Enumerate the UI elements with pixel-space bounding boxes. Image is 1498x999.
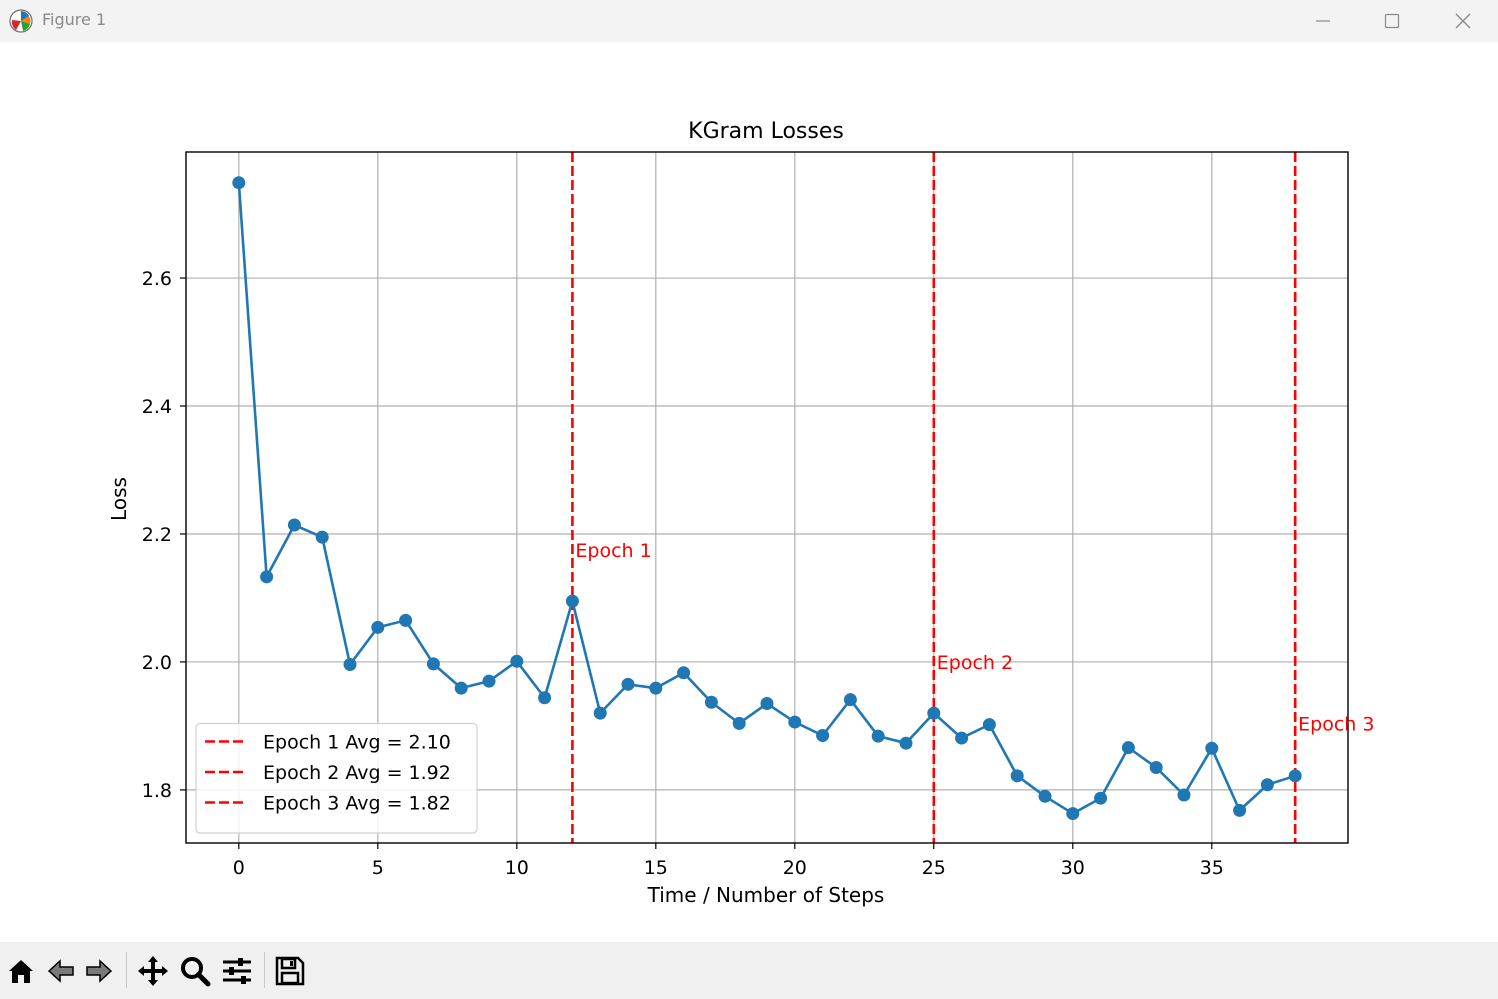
legend-entry: Epoch 2 Avg = 1.92 [263, 762, 451, 784]
loss-point [1205, 741, 1219, 755]
x-tick-label: 20 [783, 857, 807, 879]
loss-point [704, 695, 718, 709]
home-button[interactable] [2, 952, 40, 990]
loss-point [315, 530, 329, 544]
minimize-button[interactable] [1288, 0, 1358, 42]
close-button[interactable] [1428, 0, 1498, 42]
loss-point [565, 594, 579, 608]
x-axis-label: Time / Number of Steps [647, 883, 885, 907]
close-icon [1455, 13, 1471, 29]
loss-point [927, 706, 941, 720]
y-tick-label: 2.2 [142, 524, 172, 546]
loss-point [426, 657, 440, 671]
matplotlib-app-icon [9, 9, 33, 33]
loss-point [1177, 788, 1191, 802]
forward-arrow-icon [86, 959, 113, 983]
loss-point [232, 176, 246, 190]
save-button[interactable] [271, 952, 309, 990]
epoch-boundary-lines [571, 152, 1297, 843]
loss-point [1233, 803, 1247, 817]
x-tick-label: 10 [505, 857, 529, 879]
loss-point [677, 666, 691, 680]
loss-point [454, 681, 468, 695]
loss-line [237, 182, 1296, 815]
navigation-toolbar [0, 942, 1498, 999]
loss-point [538, 691, 552, 705]
loss-point [399, 613, 413, 627]
loss-point [621, 677, 635, 691]
loss-point [732, 716, 746, 730]
loss-point [1288, 769, 1302, 783]
loss-point [343, 657, 357, 671]
y-tick-label: 1.8 [142, 780, 172, 802]
loss-point [1066, 807, 1080, 821]
loss-point [982, 718, 996, 732]
home-icon [9, 960, 33, 983]
loss-point [816, 729, 830, 743]
y-tick-label: 2.4 [142, 396, 172, 418]
x-tick-label: 15 [644, 857, 668, 879]
y-axis-label: Loss [107, 477, 131, 521]
epoch-label: Epoch 2 [937, 652, 1013, 674]
window-titlebar: Figure 1 [0, 0, 1498, 42]
loss-point [760, 697, 774, 711]
loss-point [1149, 761, 1163, 775]
window-title: Figure 1 [42, 10, 107, 29]
x-tick-label: 35 [1200, 857, 1224, 879]
loss-point [649, 681, 663, 695]
loss-point [287, 518, 301, 532]
maximize-button[interactable] [1357, 0, 1427, 42]
x-tick-label: 0 [233, 857, 245, 879]
epoch-label: Epoch 1 [575, 540, 651, 562]
legend-box [195, 722, 478, 834]
pan-button[interactable] [134, 952, 172, 990]
toolbar-separator [264, 952, 265, 988]
back-arrow-icon [47, 959, 74, 983]
loss-point [843, 693, 857, 707]
loss-point [899, 736, 913, 750]
loss-point [482, 674, 496, 688]
axis-ticks: 0 5 10 15 20 25 30 35 1.8 2.0 2.2 2.4 2.6 [142, 268, 1224, 879]
back-button[interactable] [42, 952, 80, 990]
legend: Epoch 1 Avg = 2.10 Epoch 2 Avg = 1.92 Epoc… [195, 722, 478, 834]
x-tick-label: 30 [1061, 857, 1085, 879]
plot-area-frame [185, 151, 1349, 844]
legend-entry: Epoch 3 Avg = 1.82 [263, 793, 451, 815]
x-tick-label: 25 [922, 857, 946, 879]
epoch-label: Epoch 3 [1298, 713, 1374, 735]
pan-move-icon [138, 956, 168, 986]
loss-chart: 0 5 10 15 20 25 30 351.82.02.22.42.6 Epoch 1Epo… [107, 119, 1374, 907]
figure-canvas[interactable]: 0 5 10 15 20 25 30 35 1.8 2.0 2.2 2.4 2.6 Epoch 1 Epo… [0, 42, 1498, 942]
loss-point [510, 654, 524, 668]
loss-point [955, 731, 969, 745]
loss-point [260, 570, 274, 584]
x-tick-label: 5 [372, 857, 384, 879]
loss-point [1010, 769, 1024, 783]
maximize-icon [1384, 13, 1400, 29]
loss-point [371, 620, 385, 634]
save-floppy-icon [275, 956, 305, 986]
loss-point [593, 706, 607, 720]
loss-point [1038, 789, 1052, 803]
toolbar-separator [126, 952, 127, 988]
y-tick-label: 2.6 [142, 268, 172, 290]
subplots-button[interactable] [218, 952, 256, 990]
minimize-icon [1316, 20, 1330, 22]
subplots-sliders-icon [223, 958, 251, 984]
loss-point [871, 729, 885, 743]
loss-point [1260, 778, 1274, 792]
y-tick-label: 2.0 [142, 652, 172, 674]
loss-series [232, 176, 1302, 821]
legend-entry: Epoch 1 Avg = 2.10 [263, 732, 451, 754]
loss-point [788, 715, 802, 729]
forward-button[interactable] [80, 952, 118, 990]
epoch-labels: Epoch 1 Epoch 2 Epoch 3 [575, 540, 1374, 735]
zoom-button[interactable] [176, 952, 214, 990]
loss-point [1094, 791, 1108, 805]
loss-point [1121, 741, 1135, 755]
chart-title: KGram Losses [688, 119, 844, 144]
zoom-magnifier-icon [181, 957, 211, 987]
